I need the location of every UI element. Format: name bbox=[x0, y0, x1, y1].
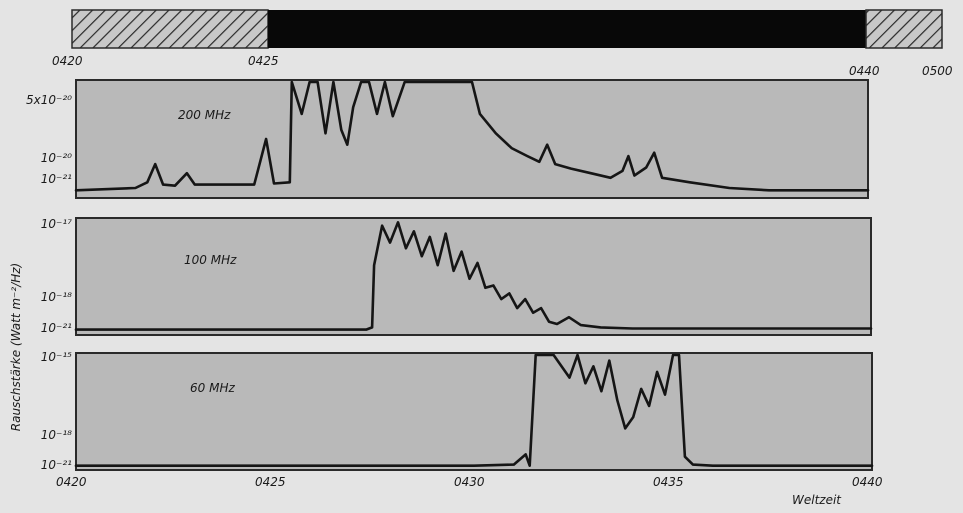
panel-60mhz: 60 MHz 10⁻¹⁵ 10⁻¹⁸ 10⁻²¹ bbox=[41, 350, 874, 472]
panel-200mhz-plot-area bbox=[75, 79, 869, 199]
timeline-bar: 0420 0425 0440 0500 bbox=[52, 9, 953, 78]
panel-60mhz-plot-area bbox=[75, 352, 873, 471]
x-axis-label: Weltzeit bbox=[792, 493, 842, 507]
series-line-200mhz bbox=[74, 80, 870, 192]
y-tick-label: 10⁻²¹ bbox=[41, 321, 72, 335]
x-tick-label: 0420 bbox=[56, 475, 87, 489]
series-line-60mhz bbox=[74, 353, 874, 467]
series-line-100mhz bbox=[74, 221, 873, 331]
panel-100mhz-plot-area bbox=[75, 217, 872, 336]
y-tick-label: 10⁻²⁰ bbox=[41, 151, 72, 165]
x-tick-label: 0430 bbox=[454, 475, 485, 489]
x-tick-label: 0435 bbox=[653, 475, 684, 489]
timeline-tick-label: 0500 bbox=[922, 64, 953, 78]
x-tick-label: 0425 bbox=[255, 475, 286, 489]
timeline-segment-black bbox=[268, 10, 866, 48]
y-tick-label: 10⁻¹⁷ bbox=[41, 217, 72, 231]
y-tick-label: 10⁻²¹ bbox=[41, 458, 72, 472]
panel-200mhz-label: 200 MHz bbox=[178, 108, 231, 122]
x-tick-label: 0440 bbox=[852, 475, 883, 489]
y-tick-label: 10⁻²¹ bbox=[41, 172, 72, 186]
timeline-tick-label: 0440 bbox=[849, 64, 880, 78]
panel-100mhz: 100 MHz 10⁻¹⁷ 10⁻¹⁸ 10⁻²¹ bbox=[41, 217, 873, 336]
timeline-tick-label: 0420 bbox=[52, 54, 83, 68]
y-tick-label: 10⁻¹⁵ bbox=[41, 350, 72, 364]
x-axis: 0420 0425 0430 0435 0440 bbox=[56, 475, 883, 489]
y-tick-label: 5x10⁻²⁰ bbox=[26, 93, 72, 107]
y-tick-label: 10⁻¹⁸ bbox=[41, 290, 72, 304]
timeline-tick-label: 0425 bbox=[248, 54, 279, 68]
panel-200mhz: 200 MHz 5x10⁻²⁰ 10⁻²⁰ 10⁻²¹ bbox=[26, 79, 870, 199]
timeline-segment-hatched-right bbox=[865, 9, 943, 49]
timeline-segment-hatched-left bbox=[71, 9, 269, 49]
panel-60mhz-label: 60 MHz bbox=[190, 381, 235, 395]
y-tick-label: 10⁻¹⁸ bbox=[41, 428, 72, 442]
y-axis-label: Rauschstärke (Watt m⁻²/Hz) bbox=[9, 263, 23, 432]
panel-100mhz-label: 100 MHz bbox=[184, 253, 237, 267]
